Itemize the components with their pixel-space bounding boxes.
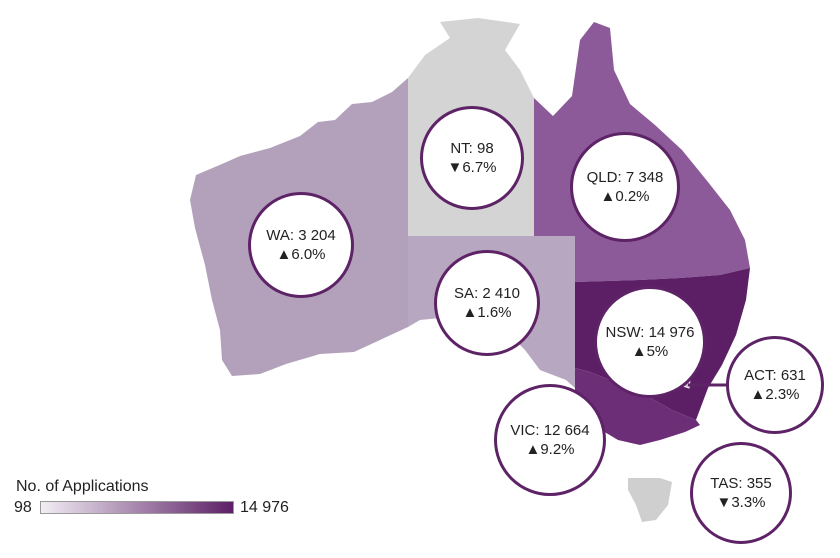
- label-qld-change: ▲0.2%: [600, 188, 650, 205]
- label-wa-text: WA: 3 204: [266, 227, 336, 244]
- label-act: ACT: 631 ▲2.3%: [726, 336, 824, 434]
- label-qld: QLD: 7 348 ▲0.2%: [570, 132, 680, 242]
- label-act-change: ▲2.3%: [750, 386, 800, 403]
- label-nsw: NSW: 14 976 ▲5%: [594, 286, 706, 398]
- label-wa-change: ▲6.0%: [276, 246, 326, 263]
- label-act-text: ACT: 631: [744, 367, 806, 384]
- label-nsw-change: ▲5%: [631, 343, 669, 360]
- legend-title: No. of Applications: [16, 478, 149, 495]
- label-sa-text: SA: 2 410: [454, 285, 520, 302]
- label-nt-change: ▼6.7%: [447, 159, 497, 176]
- label-qld-text: QLD: 7 348: [586, 169, 664, 186]
- label-sa-change: ▲1.6%: [462, 304, 512, 321]
- label-tas-text: TAS: 355: [710, 475, 772, 492]
- label-wa: WA: 3 204 ▲6.0%: [248, 192, 354, 298]
- region-tas[interactable]: [628, 478, 672, 522]
- label-nsw-text: NSW: 14 976: [605, 324, 695, 341]
- label-tas: TAS: 355 ▼3.3%: [690, 442, 792, 544]
- region-vic[interactable]: [575, 368, 700, 445]
- legend-color-scale: [40, 501, 234, 514]
- label-nt-text: NT: 98: [450, 140, 494, 157]
- legend-min-value: 98: [14, 499, 32, 516]
- label-nt: NT: 98 ▼6.7%: [420, 106, 524, 210]
- label-tas-change: ▼3.3%: [716, 494, 766, 511]
- label-vic-change: ▲9.2%: [525, 441, 575, 458]
- legend-max-value: 14 976: [240, 499, 289, 516]
- label-sa: SA: 2 410 ▲1.6%: [434, 250, 540, 356]
- label-vic-text: VIC: 12 664: [510, 422, 590, 439]
- label-vic: VIC: 12 664 ▲9.2%: [494, 384, 606, 496]
